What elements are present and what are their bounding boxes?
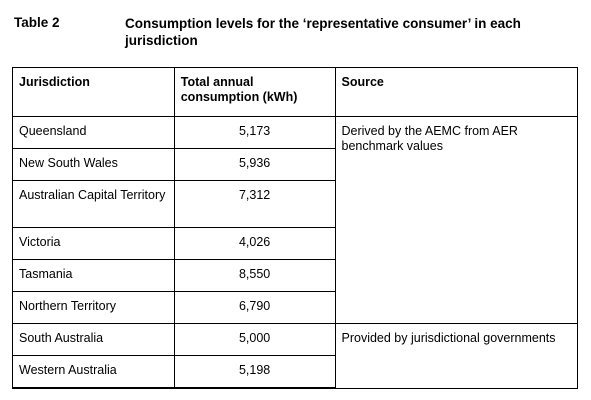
cell-consumption: 7,312 xyxy=(173,180,336,228)
table-row: Tasmania 8,550 xyxy=(12,259,578,292)
table-row: Australian Capital Territory 7,312 xyxy=(12,180,578,228)
consumption-table: Jurisdiction Total annual consumption (k… xyxy=(12,67,578,389)
cell-source: Provided by jurisdictional governments xyxy=(334,323,578,389)
cell-jurisdiction: Northern Territory xyxy=(12,291,175,324)
cell-consumption: 8,550 xyxy=(173,259,336,292)
table-header-row: Jurisdiction Total annual consumption (k… xyxy=(12,67,578,117)
cell-consumption: 5,936 xyxy=(173,148,336,181)
cell-consumption: 5,000 xyxy=(173,323,336,356)
cell-consumption: 5,173 xyxy=(173,116,336,149)
cell-consumption: 5,198 xyxy=(173,355,336,389)
table-row: Queensland 5,173 Derived by the AEMC fro… xyxy=(12,116,578,324)
cell-jurisdiction: Australian Capital Territory xyxy=(12,180,175,228)
header-source: Source xyxy=(334,67,578,117)
header-jurisdiction: Jurisdiction xyxy=(12,67,175,117)
cell-source: Derived by the AEMC from AER benchmark v… xyxy=(334,116,578,324)
cell-consumption: 6,790 xyxy=(173,291,336,324)
header-total-annual-consumption: Total annual consumption (kWh) xyxy=(173,67,336,117)
table-row: Western Australia 5,198 xyxy=(12,355,578,389)
table-row: Northern Territory 6,790 xyxy=(12,291,578,324)
cell-jurisdiction: South Australia xyxy=(12,323,175,356)
table-row: South Australia 5,000 Provided by jurisd… xyxy=(12,323,578,389)
cell-jurisdiction: New South Wales xyxy=(12,148,175,181)
cell-jurisdiction: Tasmania xyxy=(12,259,175,292)
cell-consumption: 4,026 xyxy=(173,227,336,260)
table-caption-label: Table 2 xyxy=(14,15,60,30)
table-row: New South Wales 5,936 xyxy=(12,148,578,181)
table-caption-title: Consumption levels for the ‘representati… xyxy=(125,16,521,48)
cell-jurisdiction: Victoria xyxy=(12,227,175,260)
cell-jurisdiction: Queensland xyxy=(12,116,175,149)
cell-jurisdiction: Western Australia xyxy=(12,355,175,389)
table-row: Victoria 4,026 xyxy=(12,227,578,260)
